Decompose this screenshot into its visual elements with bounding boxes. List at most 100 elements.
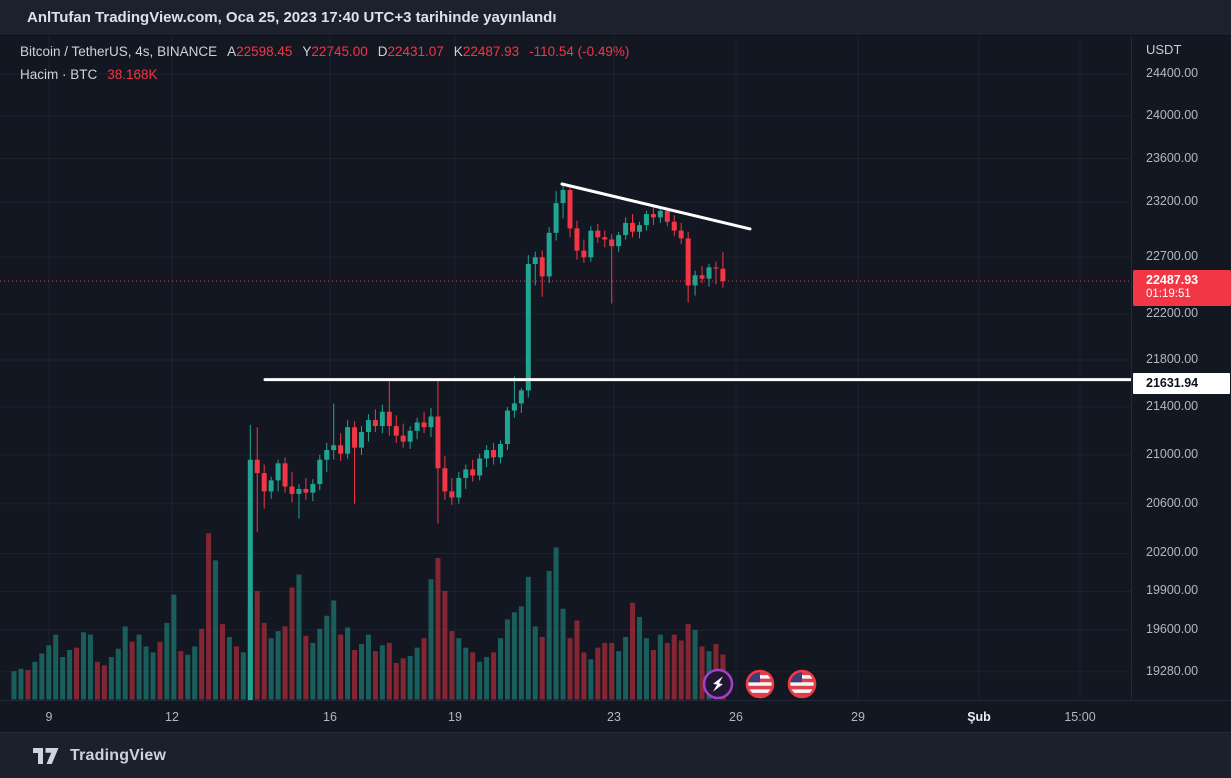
time-tick-label: 16 bbox=[323, 710, 337, 724]
candle-body bbox=[685, 238, 691, 286]
candle-body bbox=[310, 484, 316, 493]
price-tick-label: 21800.00 bbox=[1146, 351, 1199, 366]
candle-body bbox=[477, 458, 483, 476]
price-tick-label: 23200.00 bbox=[1146, 194, 1199, 208]
candle-body bbox=[393, 426, 399, 436]
volume-bar bbox=[442, 591, 448, 700]
volume-bar bbox=[136, 634, 142, 700]
close-value: K22487.93 bbox=[453, 44, 520, 59]
volume-bar bbox=[18, 668, 24, 700]
volume-bar bbox=[171, 594, 177, 700]
volume-bar bbox=[657, 634, 663, 700]
volume-bar bbox=[261, 622, 267, 700]
candle-body bbox=[317, 459, 323, 485]
volume-bar bbox=[671, 634, 677, 700]
candle-body bbox=[553, 203, 559, 233]
volume-bar bbox=[560, 608, 566, 700]
candle-body bbox=[650, 214, 656, 218]
tradingview-logo-icon[interactable] bbox=[33, 746, 60, 766]
candle-body bbox=[511, 403, 517, 411]
volume-bar bbox=[206, 533, 212, 700]
plot-area[interactable] bbox=[0, 36, 1133, 716]
candle-body bbox=[463, 469, 469, 478]
candle-body bbox=[623, 222, 629, 236]
candle-body bbox=[616, 235, 622, 247]
last-price: 22487.93 bbox=[1146, 273, 1199, 288]
volume-bar bbox=[108, 657, 114, 700]
candle-body bbox=[567, 189, 573, 229]
volume-label[interactable]: Hacim · BTC bbox=[20, 66, 98, 82]
volume-bar bbox=[609, 642, 615, 700]
candle-body bbox=[539, 257, 545, 277]
candle-body bbox=[268, 480, 274, 492]
volume-bar bbox=[623, 637, 629, 700]
candle-body bbox=[470, 469, 476, 476]
volume-bar bbox=[664, 642, 670, 700]
volume-bar bbox=[338, 634, 344, 700]
candle-body bbox=[338, 445, 344, 454]
candle-body bbox=[595, 230, 601, 238]
volume-bar bbox=[25, 670, 31, 700]
volume-bar bbox=[39, 653, 45, 700]
volume-bar bbox=[317, 628, 323, 700]
volume-bar bbox=[435, 558, 441, 700]
candle-body bbox=[498, 444, 503, 458]
volume-bar bbox=[178, 651, 184, 700]
volume-bar bbox=[226, 637, 232, 700]
volume-bar bbox=[518, 606, 524, 700]
candle-body bbox=[581, 250, 587, 258]
price-axis[interactable]: USDT 22487.93 01:19:51 21631.94 24400.00… bbox=[1131, 36, 1231, 700]
volume-bar bbox=[122, 626, 128, 700]
volume-bar bbox=[553, 547, 559, 700]
time-tick-label: Şub bbox=[967, 710, 991, 724]
candle-body bbox=[630, 222, 636, 232]
volume-bar bbox=[129, 641, 135, 700]
volume-bar bbox=[539, 637, 545, 700]
volume-bar bbox=[268, 638, 274, 700]
candle-body bbox=[261, 473, 267, 492]
volume-bar bbox=[213, 560, 219, 700]
candle-body bbox=[352, 427, 358, 448]
volume-bar bbox=[143, 646, 149, 700]
event-us-flag-icon[interactable] bbox=[787, 669, 817, 699]
volume-bar bbox=[400, 658, 406, 700]
event-flash-icon[interactable] bbox=[702, 668, 734, 700]
volume-bar bbox=[67, 649, 73, 700]
volume-bar bbox=[678, 640, 684, 700]
volume-bar bbox=[310, 642, 316, 700]
time-tick-label: 12 bbox=[165, 710, 179, 724]
candle-body bbox=[331, 445, 337, 451]
volume-bar bbox=[386, 642, 392, 700]
volume-bar bbox=[372, 651, 378, 700]
symbol-title[interactable]: Bitcoin / TetherUS, 4s, BINANCE bbox=[20, 44, 218, 59]
volume-bar bbox=[53, 634, 59, 700]
volume-bar bbox=[365, 634, 371, 700]
volume-bar bbox=[491, 652, 497, 700]
volume-bar bbox=[345, 627, 351, 700]
volume-bar bbox=[150, 652, 156, 700]
candle-body bbox=[275, 463, 281, 481]
volume-bar bbox=[546, 570, 552, 700]
volume-bar bbox=[532, 626, 538, 700]
candle-body bbox=[609, 239, 615, 247]
event-us-flag-icon[interactable] bbox=[745, 669, 775, 699]
open-value: A22598.45 bbox=[227, 44, 293, 59]
candle-body bbox=[657, 210, 663, 218]
volume-bar bbox=[379, 645, 385, 700]
time-axis[interactable]: 9 12 16 19 23 26 29 Şub 15:00 bbox=[0, 700, 1231, 733]
volume-bar bbox=[94, 661, 100, 700]
candle-body bbox=[602, 237, 608, 240]
candle-body bbox=[532, 257, 538, 265]
high-value: Y22745.00 bbox=[302, 44, 368, 59]
volume-bar bbox=[157, 641, 163, 700]
price-tick-label: 22200.00 bbox=[1146, 305, 1199, 320]
volume-bar bbox=[588, 659, 594, 700]
candle-body bbox=[386, 411, 392, 427]
tradingview-wordmark[interactable]: TradingView bbox=[70, 746, 167, 764]
candle-body bbox=[428, 416, 434, 428]
trendline-drawing[interactable] bbox=[560, 182, 752, 231]
candle-body bbox=[282, 463, 288, 487]
volume-bar bbox=[504, 619, 510, 700]
